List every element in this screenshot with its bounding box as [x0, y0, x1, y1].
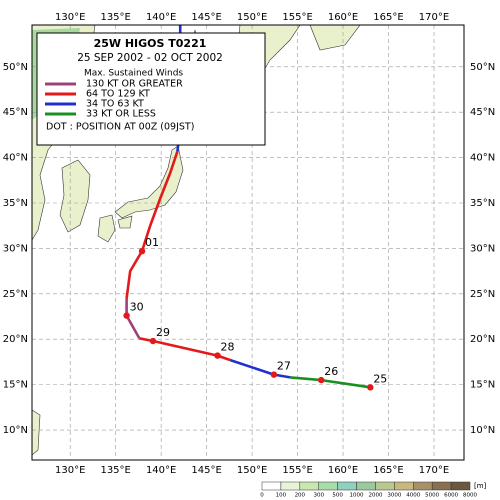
colorbar-cell — [261, 481, 282, 491]
position-label: 26 — [324, 365, 338, 378]
position-label: 28 — [221, 341, 235, 354]
y-tick-label: 40°N — [3, 153, 28, 164]
period: 25 SEP 2002 - 02 OCT 2002 — [77, 52, 223, 64]
x-tick-label: 145°E — [191, 12, 221, 23]
y-tick-label: 35°N — [3, 198, 28, 209]
legend-label: 33 KT OR LESS — [86, 109, 156, 120]
x-tick-label: 135°E — [100, 12, 130, 23]
x-tick-label: 150°E — [237, 12, 267, 23]
colorbar-label: 5000 — [425, 493, 439, 499]
colorbar-cell — [280, 481, 301, 491]
x-tick-label: 165°E — [373, 465, 403, 476]
x-tick-label: 140°E — [146, 12, 176, 23]
colorbar-cell — [431, 481, 452, 491]
x-tick-label: 170°E — [419, 12, 449, 23]
y-tick-label: 45°N — [470, 107, 495, 118]
position-label: 25 — [373, 372, 387, 385]
track-segment — [139, 337, 231, 362]
position-label: 29 — [156, 326, 170, 339]
position-label: 30 — [130, 301, 144, 314]
x-tick-label: 135°E — [100, 465, 130, 476]
legend: 25W HIGOS T0221 25 SEP 2002 - 02 OCT 200… — [36, 32, 266, 146]
y-tick-label: 25°N — [3, 289, 28, 300]
track-segment — [125, 150, 179, 299]
position-dot — [149, 337, 157, 345]
colorbar-label: 0 — [260, 493, 264, 499]
x-tick-label: 160°E — [328, 12, 358, 23]
position-dot — [367, 384, 374, 391]
colorbar-label: 8000 — [463, 493, 477, 499]
colorbar-label: 2000 — [368, 493, 382, 499]
colorbar-cell — [337, 481, 357, 491]
x-tick-label: 130°E — [55, 465, 85, 476]
position-label: 27 — [277, 360, 291, 373]
y-tick-label: 45°N — [3, 107, 28, 118]
colorbar-cell — [450, 481, 471, 491]
legend-label: 34 TO 63 KT — [86, 99, 144, 110]
y-tick-label: 10°N — [470, 425, 495, 436]
x-tick-label: 145°E — [191, 465, 221, 476]
colorbar-label: 300 — [313, 493, 324, 499]
y-tick-label: 30°N — [470, 243, 495, 254]
x-tick-label: 170°E — [419, 465, 449, 476]
colorbar-cell — [375, 481, 395, 491]
colorbar-label: 1000 — [350, 493, 364, 499]
colorbar-label: 6000 — [444, 493, 458, 499]
y-tick-label: 50°N — [3, 62, 28, 73]
colorbar-cell — [413, 481, 433, 491]
colorbar-cell — [356, 481, 376, 491]
y-tick-label: 10°N — [3, 425, 28, 436]
colorbar-cell — [318, 481, 338, 491]
colorbar-label: 4000 — [406, 493, 420, 499]
colorbar-cell — [299, 481, 319, 491]
position-dot — [318, 376, 325, 384]
y-tick-label: 30°N — [3, 243, 28, 254]
position-dot — [214, 352, 221, 359]
y-tick-label: 25°N — [470, 289, 495, 300]
x-tick-label: 150°E — [237, 465, 267, 476]
x-tick-label: 140°E — [146, 465, 176, 476]
colorbar-label: 100 — [276, 493, 287, 499]
legend-label: 64 TO 129 KT — [86, 89, 150, 100]
y-tick-label: 35°N — [470, 198, 495, 209]
position-label: 01 — [145, 236, 159, 249]
x-tick-label: 165°E — [373, 12, 403, 23]
title: 25W HIGOS T0221 — [94, 37, 207, 50]
x-tick-label: 155°E — [282, 12, 312, 23]
position-dot — [123, 312, 130, 319]
x-tick-label: 160°E — [328, 465, 358, 476]
y-tick-label: 15°N — [3, 380, 28, 391]
position-dot — [270, 371, 278, 378]
y-tick-label: 40°N — [470, 153, 495, 164]
y-tick-label: 20°N — [3, 334, 28, 345]
dot-note: DOT : POSITION AT 00Z (09JST) — [46, 122, 194, 133]
x-tick-label: 155°E — [282, 465, 312, 476]
position-dot — [138, 247, 146, 255]
colorbar-label: 500 — [332, 493, 343, 499]
colorbar-label: 3000 — [387, 493, 401, 499]
map-frame — [31, 24, 465, 461]
colorbar-label: 200 — [295, 493, 306, 499]
legend-box — [36, 32, 266, 146]
legend-title: Max. Sustained Winds — [84, 69, 183, 79]
y-tick-label: 50°N — [470, 62, 495, 73]
y-tick-label: 15°N — [470, 380, 495, 391]
colorbar-unit: [m] — [474, 482, 487, 490]
colorbar-cell — [394, 481, 414, 491]
y-tick-label: 20°N — [470, 334, 495, 345]
x-tick-label: 130°E — [55, 12, 85, 23]
legend-label: 130 KT OR GREATER — [86, 79, 183, 90]
